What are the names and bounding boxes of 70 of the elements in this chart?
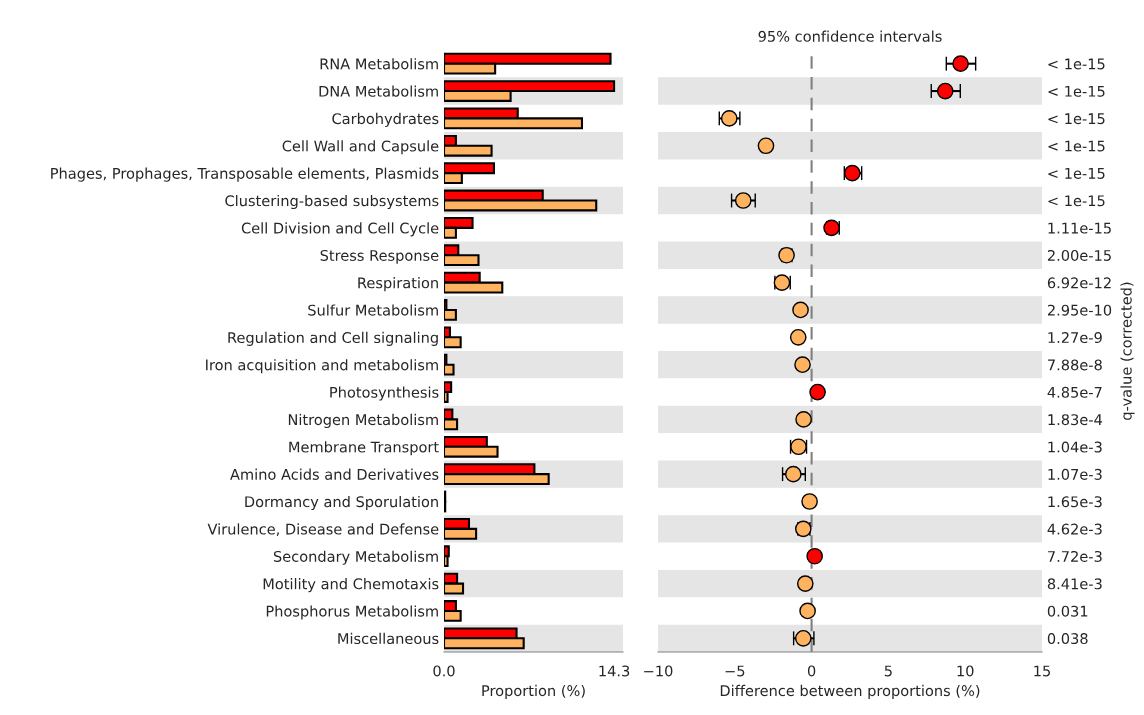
chart-title: 95% confidence intervals: [758, 30, 942, 42]
y-tick-label: Dormancy and Sporulation: [245, 495, 438, 511]
y2-tick-label: 1.04e-3: [1048, 441, 1102, 453]
y-tick-label: Carbohydrates: [332, 112, 439, 127]
point: [936, 82, 954, 100]
y2-tick-label: 1.27e-9: [1048, 332, 1102, 344]
y-tick-label: Amino Acids and Derivatives: [230, 468, 439, 480]
y2-tick-label: 2.95e-10: [1047, 304, 1112, 316]
y2-tick-label: 1.65e-3: [1048, 496, 1102, 508]
point: [734, 192, 752, 209]
y-tick-label: Photosynthesis: [330, 386, 439, 401]
y-tick-label: Iron acquisition and metabolism: [206, 359, 438, 374]
y-tick-label: Secondary Metabolism: [273, 550, 438, 565]
y-tick-label: Respiration: [358, 277, 438, 292]
point: [806, 547, 824, 565]
y-tick-label: Nitrogen Metabolism: [288, 413, 438, 428]
point: [792, 301, 809, 319]
y2-tick-label: 6.92e-12: [1047, 277, 1111, 289]
point: [801, 493, 818, 510]
x-tick-label: 0.0: [433, 665, 455, 677]
x-tick-label: 5: [884, 665, 892, 677]
y-tick-label: Stress Response: [320, 249, 439, 264]
point: [784, 465, 802, 483]
y-tick-label: Regulation and Cell signaling: [228, 331, 438, 346]
y-tick-label: Cell Division and Cell Cycle: [241, 222, 439, 237]
y2-tick-label: < 1e-15: [1048, 195, 1105, 207]
y2-tick-label: 1.11e-15: [1048, 222, 1111, 234]
x-axis-title: Difference between proportions (%): [720, 684, 980, 699]
point: [799, 602, 816, 620]
point: [795, 411, 812, 428]
x-tick-label: −10: [644, 665, 673, 677]
y-tick-label: Sulfur Metabolism: [308, 304, 438, 316]
y2-tick-label: 8.41e-3: [1047, 578, 1102, 590]
point: [794, 356, 811, 374]
y2-tick-label: 1.83e-4: [1048, 414, 1103, 426]
x-tick-label: 14.3: [599, 665, 630, 677]
y-tick-label: Clustering-based subsystems: [225, 194, 439, 210]
x-axis-title: Proportion (%): [482, 684, 585, 699]
x-tick-label: 15: [1034, 665, 1050, 677]
y-tick-label: Phosphorus Metabolism: [266, 605, 438, 620]
y-tick-label: RNA Metabolism: [320, 58, 438, 70]
y2-tick-label: 7.88e-8: [1048, 359, 1102, 371]
point: [952, 55, 969, 73]
y2-tick-label: 7.72e-3: [1048, 550, 1102, 562]
point: [809, 383, 826, 401]
y-tick-label: Phages, Prophages, Transposable elements, Plasmids: [51, 167, 439, 182]
y-tick-label: DNA Metabolism: [319, 85, 438, 97]
y2-tick-label: 0.038: [1047, 633, 1088, 645]
x-tick-label: −5: [725, 665, 745, 677]
y2-tick-label: < 1e-15: [1048, 58, 1105, 70]
y2-axis-title: q-value (corrected): [1120, 282, 1135, 420]
y-tick-label: Miscellaneous: [338, 632, 439, 645]
x-tick-label: 10: [957, 665, 974, 677]
y2-tick-label: 4.62e-3: [1047, 523, 1102, 535]
y-tick-label: Virulence, Disease and Defense: [207, 523, 439, 537]
y-tick-label: Cell Wall and Capsule: [282, 140, 439, 155]
y-tick-label: Motility and Chemotaxis: [263, 578, 439, 593]
point: [789, 328, 807, 346]
y2-tick-label: 1.07e-3: [1048, 468, 1102, 480]
y-tick-label: Membrane Transport: [289, 441, 439, 456]
y2-tick-label: < 1e-15: [1048, 140, 1105, 152]
y2-tick-label: < 1e-15: [1048, 85, 1105, 97]
point: [757, 137, 775, 155]
y2-tick-label: 4.85e-7: [1047, 386, 1102, 398]
x-tick-label: 0: [807, 665, 816, 677]
y2-tick-label: 2.00e-15: [1047, 249, 1111, 261]
point: [796, 575, 814, 592]
y2-tick-label: 0.031: [1047, 605, 1088, 617]
y2-tick-label: < 1e-15: [1048, 113, 1105, 125]
y2-tick-label: < 1e-15: [1048, 168, 1105, 179]
